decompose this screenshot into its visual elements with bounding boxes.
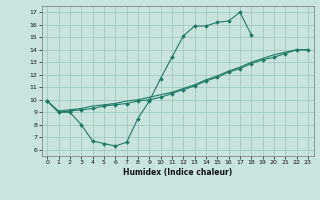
X-axis label: Humidex (Indice chaleur): Humidex (Indice chaleur) <box>123 168 232 177</box>
